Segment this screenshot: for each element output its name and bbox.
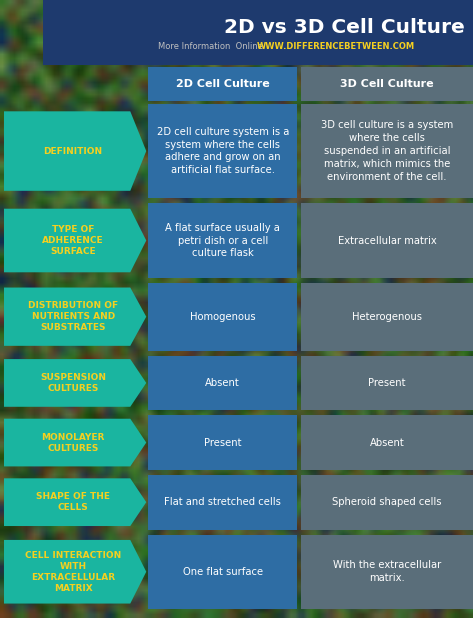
Polygon shape bbox=[43, 0, 473, 65]
FancyBboxPatch shape bbox=[301, 475, 473, 530]
Text: A flat surface usually a
petri dish or a cell
culture flask: A flat surface usually a petri dish or a… bbox=[166, 222, 280, 258]
FancyBboxPatch shape bbox=[148, 475, 297, 530]
Polygon shape bbox=[4, 419, 146, 467]
FancyBboxPatch shape bbox=[148, 283, 297, 350]
Text: TYPE OF
ADHERENCE
SURFACE: TYPE OF ADHERENCE SURFACE bbox=[42, 225, 104, 256]
FancyBboxPatch shape bbox=[301, 355, 473, 410]
Text: 2D cell culture system is a
system where the cells
adhere and grow on an
artific: 2D cell culture system is a system where… bbox=[157, 127, 289, 176]
FancyBboxPatch shape bbox=[148, 415, 297, 470]
Text: 2D Cell Culture: 2D Cell Culture bbox=[176, 79, 270, 89]
Polygon shape bbox=[4, 359, 146, 407]
Text: Extracellular matrix: Extracellular matrix bbox=[338, 235, 437, 245]
Text: Flat and stretched cells: Flat and stretched cells bbox=[164, 497, 281, 507]
FancyBboxPatch shape bbox=[148, 535, 297, 609]
Text: Heterogenous: Heterogenous bbox=[352, 311, 422, 322]
Text: DISTRIBUTION OF
NUTRIENTS AND
SUBSTRATES: DISTRIBUTION OF NUTRIENTS AND SUBSTRATES bbox=[28, 301, 118, 332]
Text: 3D cell culture is a system
where the cells
suspended in an artificial
matrix, w: 3D cell culture is a system where the ce… bbox=[321, 121, 453, 182]
Text: Absent: Absent bbox=[205, 378, 240, 388]
FancyBboxPatch shape bbox=[301, 67, 473, 101]
Text: 3D Cell Culture: 3D Cell Culture bbox=[340, 79, 434, 89]
FancyBboxPatch shape bbox=[301, 535, 473, 609]
Text: Present: Present bbox=[368, 378, 406, 388]
Text: With the extracellular
matrix.: With the extracellular matrix. bbox=[333, 561, 441, 583]
FancyBboxPatch shape bbox=[148, 104, 297, 198]
Text: Absent: Absent bbox=[370, 438, 404, 447]
Text: SHAPE OF THE
CELLS: SHAPE OF THE CELLS bbox=[36, 492, 110, 512]
Text: Homogenous: Homogenous bbox=[190, 311, 255, 322]
FancyBboxPatch shape bbox=[301, 104, 473, 198]
FancyBboxPatch shape bbox=[148, 355, 297, 410]
FancyBboxPatch shape bbox=[301, 415, 473, 470]
Text: SUSPENSION
CULTURES: SUSPENSION CULTURES bbox=[40, 373, 106, 393]
FancyBboxPatch shape bbox=[148, 203, 297, 277]
Text: MONOLAYER
CULTURES: MONOLAYER CULTURES bbox=[42, 433, 105, 452]
Text: More Information  Online: More Information Online bbox=[158, 42, 263, 51]
Text: Present: Present bbox=[204, 438, 242, 447]
FancyBboxPatch shape bbox=[301, 203, 473, 277]
Polygon shape bbox=[4, 111, 146, 191]
Text: DEFINITION: DEFINITION bbox=[44, 146, 103, 156]
Polygon shape bbox=[4, 478, 146, 526]
Text: WWW.DIFFERENCEBETWEEN.COM: WWW.DIFFERENCEBETWEEN.COM bbox=[256, 42, 414, 51]
Text: Spheroid shaped cells: Spheroid shaped cells bbox=[333, 497, 442, 507]
Polygon shape bbox=[4, 209, 146, 273]
Polygon shape bbox=[4, 287, 146, 346]
FancyBboxPatch shape bbox=[148, 67, 297, 101]
FancyBboxPatch shape bbox=[301, 283, 473, 350]
Text: CELL INTERACTION
WITH
EXTRACELLULAR
MATRIX: CELL INTERACTION WITH EXTRACELLULAR MATR… bbox=[25, 551, 121, 593]
Polygon shape bbox=[4, 540, 146, 604]
Text: One flat surface: One flat surface bbox=[183, 567, 263, 577]
Text: 2D vs 3D Cell Culture: 2D vs 3D Cell Culture bbox=[224, 18, 465, 36]
